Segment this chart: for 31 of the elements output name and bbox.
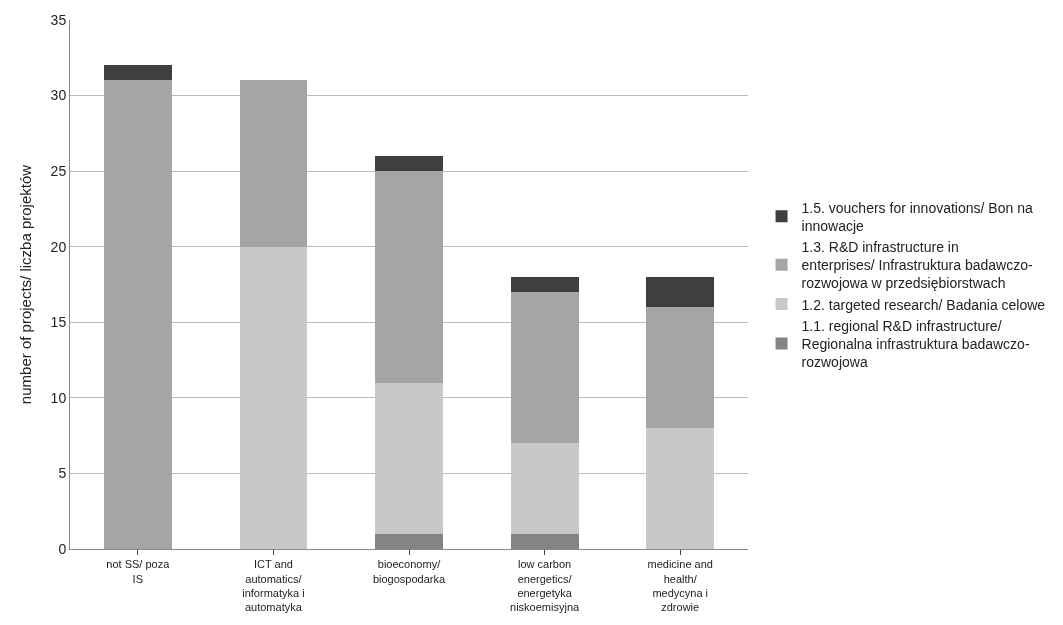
x-tick-label: medicine and health/ medycyna i zdrowie [647, 558, 713, 614]
bar [510, 443, 579, 534]
y-tick-label: 30 [50, 87, 67, 104]
legend-label: 1.5. vouchers for innovations/ Bon na innowacje [801, 199, 1033, 234]
bar [103, 80, 172, 549]
legend-label: 1.1. regional R&D infrastructure/ Regionalna infrastruktura badawczo-rozwojowa [801, 317, 1030, 371]
bar [646, 428, 715, 549]
legend-label: 1.2. targeted research/ Badania celowe [801, 296, 1046, 313]
y-tick-label: 0 [58, 540, 67, 557]
y-tick-label: 15 [50, 314, 67, 331]
bar [239, 80, 308, 247]
y-tick-label: 20 [50, 238, 67, 255]
y-tick-label: 10 [50, 389, 67, 406]
y-axis-title: number of projects/ liczba projektów [16, 164, 34, 405]
bar [375, 171, 443, 383]
x-tick-label: not SS/ poza IS [106, 558, 171, 585]
legend-label: 1.3. R&D infrastructure in enterprises/ Infrastruktura badawczo-rozwojowa w przedsiębiorstwach [801, 238, 1033, 292]
bar [646, 276, 715, 308]
y-tick-label: 35 [50, 11, 67, 28]
y-tick-label: 25 [50, 163, 67, 180]
bar [239, 246, 308, 549]
x-tick-label: low carbon energetics/ energetyka niskoemisyjna [510, 558, 581, 614]
x-tick-label: ICT and automatics/ informatyka i automatyka [242, 558, 305, 614]
y-tick-label: 5 [58, 465, 67, 482]
bar [375, 156, 443, 172]
x-tick-label: bioeconomy/ biogospodarka [372, 558, 446, 585]
bar [103, 65, 172, 81]
bar [510, 292, 579, 444]
bar [375, 382, 443, 534]
bar [646, 307, 715, 429]
bar [510, 276, 579, 293]
